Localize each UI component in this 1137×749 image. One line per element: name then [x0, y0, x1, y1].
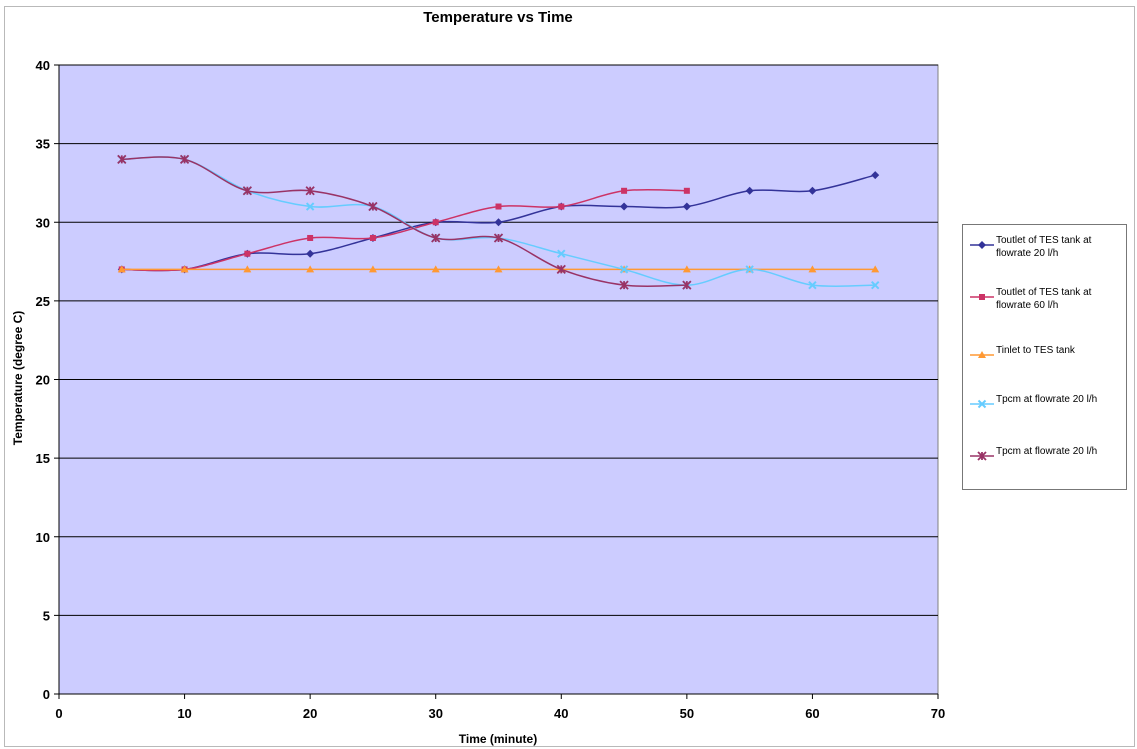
legend-marker [977, 399, 987, 409]
data-point [306, 249, 315, 258]
legend-item: Tinlet to TES tank [963, 344, 1126, 380]
series-group [117, 154, 692, 290]
data-point [495, 203, 502, 210]
data-point [307, 234, 314, 241]
legend-item: Toutlet of TES tank at flowrate 60 l/h [963, 286, 1126, 322]
data-point [808, 265, 817, 273]
legend-label: Toutlet of TES tank at flowrate 60 l/h [996, 287, 1092, 311]
series-line [121, 156, 687, 288]
data-point [682, 202, 691, 211]
x-tick-label: 40 [554, 706, 568, 721]
gridlines [59, 64, 938, 616]
x-tick-label: 10 [177, 706, 191, 721]
legend-item: Toutlet of TES tank at flowrate 20 l/h [963, 234, 1126, 270]
data-point [305, 186, 315, 196]
data-point [431, 265, 440, 273]
data-point [682, 265, 691, 273]
data-point [368, 201, 378, 212]
data-point [179, 154, 190, 164]
legend-swatch [970, 241, 994, 249]
x-tick-label: 70 [931, 706, 945, 721]
y-tick-label: 25 [36, 294, 50, 309]
data-point [683, 187, 690, 194]
data-point [557, 249, 566, 258]
data-point [620, 202, 629, 211]
y-tick-label: 15 [36, 451, 50, 466]
data-point [243, 265, 252, 273]
legend-marker [978, 241, 986, 249]
data-point [432, 219, 439, 226]
data-point [808, 280, 817, 290]
data-point [242, 186, 252, 196]
data-point [494, 218, 503, 227]
legend-swatch [970, 294, 994, 300]
legend-label: Tinlet to TES tank [996, 345, 1075, 356]
x-tick-label: 20 [303, 706, 317, 721]
data-point [619, 265, 629, 274]
data-point [871, 171, 880, 180]
chart-title: Temperature vs Time [423, 9, 573, 26]
data-point [745, 186, 754, 195]
data-point [808, 186, 817, 195]
legend-swatch [970, 399, 994, 409]
y-tick-label: 20 [36, 373, 50, 388]
y-axis-label: Temperature (degree C) [11, 311, 25, 445]
data-point [117, 154, 127, 164]
y-tick-label: 5 [43, 608, 50, 623]
y-tick-label: 10 [36, 530, 50, 545]
x-tick-label: 50 [680, 706, 694, 721]
data-point [180, 265, 189, 273]
y-tick-label: 40 [36, 58, 50, 73]
y-tick-label: 35 [36, 137, 50, 152]
series-layer [117, 154, 880, 290]
legend-label: Tpcm at flowrate 20 l/h [996, 446, 1098, 457]
legend-swatch [970, 451, 994, 461]
data-point [745, 265, 754, 274]
x-tick-label: 0 [55, 706, 62, 721]
data-point [431, 233, 441, 243]
data-point [368, 265, 377, 273]
legend-label: Tpcm at flowrate 20 l/h [996, 394, 1098, 405]
y-tick-label: 30 [36, 215, 50, 230]
legend-marker [978, 351, 986, 358]
data-point [558, 203, 565, 210]
legend-label: Toutlet of TES tank at flowrate 20 l/h [996, 235, 1092, 259]
data-point [682, 280, 692, 290]
x-tick-label: 30 [428, 706, 442, 721]
data-point [871, 280, 880, 290]
data-point [871, 265, 880, 273]
data-point [621, 187, 628, 194]
data-point [305, 202, 315, 211]
legend-swatch [970, 351, 994, 358]
legend-item: Tpcm at flowrate 20 l/h [963, 393, 1126, 429]
axes: 0 5 10 15 20 25 30 35 40 0 10 20 30 40 50 60 70 [36, 58, 946, 721]
data-point [306, 265, 315, 273]
chart-legend: Toutlet of TES tank at flowrate 20 l/h T… [962, 224, 1127, 490]
data-point [369, 234, 376, 241]
data-point [619, 280, 629, 290]
x-tick-label: 60 [805, 706, 819, 721]
series-line [121, 188, 687, 272]
legend-marker [979, 294, 985, 300]
data-point [117, 265, 126, 273]
y-tick-label: 0 [43, 687, 50, 702]
legend-marker [977, 451, 987, 461]
x-axis-label: Time (minute) [459, 732, 537, 746]
data-point [493, 233, 504, 243]
legend-item: Tpcm at flowrate 20 l/h [963, 445, 1126, 481]
data-point [244, 250, 251, 257]
data-point [494, 265, 503, 273]
data-point [556, 264, 566, 275]
